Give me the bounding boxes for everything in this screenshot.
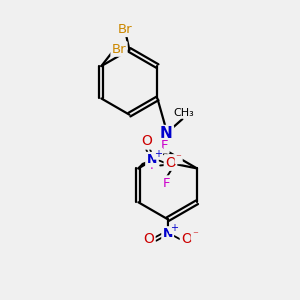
Text: N: N — [160, 126, 172, 141]
Text: F: F — [163, 177, 170, 190]
Text: O: O — [181, 232, 192, 246]
Text: F: F — [150, 159, 158, 172]
Text: Br: Br — [118, 23, 132, 36]
Text: +: + — [154, 149, 162, 159]
Text: N: N — [146, 153, 157, 166]
Text: ⁻: ⁻ — [176, 153, 182, 163]
Text: O: O — [165, 155, 176, 170]
Text: O: O — [143, 232, 154, 246]
Text: CH₃: CH₃ — [173, 108, 194, 118]
Text: +: + — [170, 223, 178, 233]
Text: O: O — [142, 134, 153, 148]
Text: Br: Br — [112, 43, 126, 56]
Text: F: F — [161, 139, 168, 152]
Text: N: N — [163, 227, 173, 240]
Text: ⁻: ⁻ — [192, 230, 198, 240]
